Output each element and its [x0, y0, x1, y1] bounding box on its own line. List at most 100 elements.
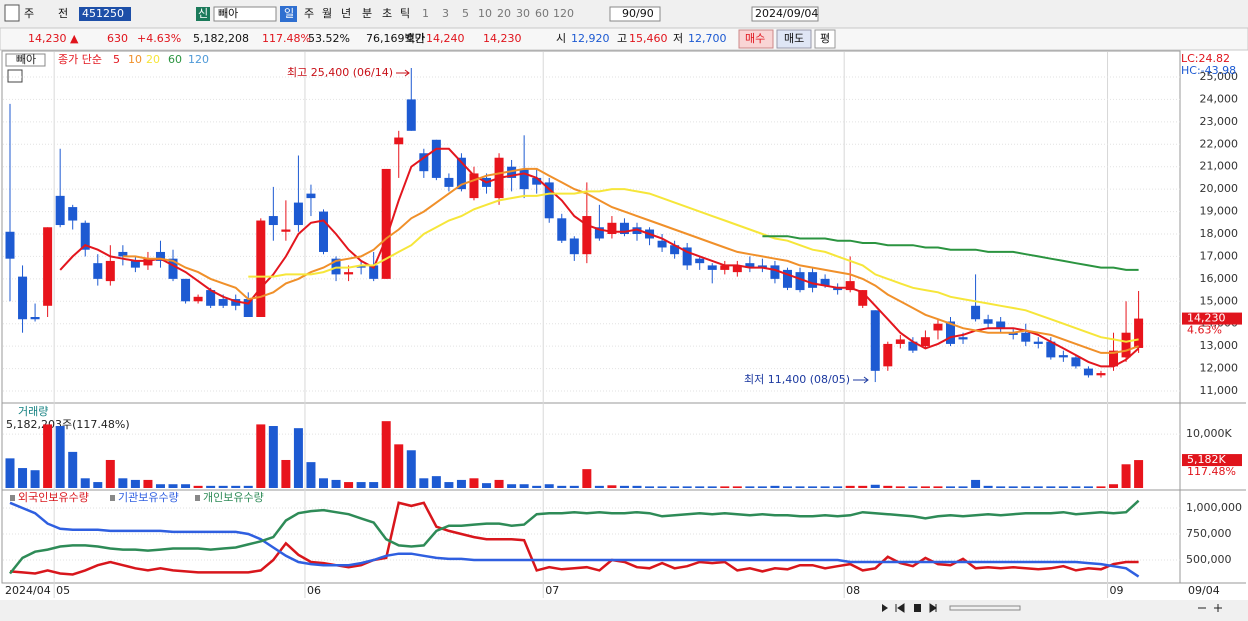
toolbar-item[interactable]: 전 [58, 7, 68, 20]
ma-line [59, 147, 1140, 368]
candle-body [369, 265, 379, 279]
toolbar-item[interactable]: 2024/09/04 [755, 7, 818, 20]
legend-item: 60 [168, 53, 182, 66]
rewind-button[interactable] [895, 603, 905, 613]
volume-bar [319, 478, 328, 488]
button[interactable] [814, 29, 836, 49]
volume-bar [569, 485, 579, 488]
volume-bar [105, 459, 115, 488]
toolbar-item[interactable]: 주 [304, 7, 314, 20]
volume-bar [557, 485, 567, 488]
bottom-controls[interactable] [882, 603, 1222, 613]
buy-button[interactable] [738, 29, 774, 49]
candle-body [833, 287, 843, 291]
info-item: 호가 [405, 32, 425, 45]
volume-bar [181, 484, 191, 488]
toolbar-item[interactable]: 신 [198, 7, 208, 20]
candle-body [946, 321, 955, 344]
candle-body [469, 173, 479, 199]
candle-body [381, 168, 391, 279]
candle-body [757, 265, 767, 268]
candle-body [657, 240, 667, 248]
candle-body [243, 299, 253, 317]
toolbar-item[interactable]: 1 [422, 7, 429, 20]
toolbar-item[interactable]: 일 [284, 6, 294, 20]
toolbar-item[interactable]: 빼아 [218, 7, 238, 20]
candle-body [281, 229, 291, 232]
candle-body [883, 343, 893, 367]
candle-body [68, 207, 78, 221]
volume-bar [118, 478, 128, 488]
toolbar-item[interactable]: 90/90 [622, 7, 654, 20]
candle-body [782, 269, 792, 288]
holding-line [9, 501, 1139, 576]
toolbar-item[interactable]: 월 [322, 7, 332, 20]
scroll-bar[interactable] [949, 605, 1021, 611]
toolbar-item[interactable]: 451250 [82, 7, 124, 20]
volume-bar [971, 479, 981, 488]
info-item: 저 [673, 32, 683, 45]
sell-button[interactable] [776, 29, 812, 49]
candle-body [130, 260, 140, 268]
toolbar-item[interactable]: 3 [442, 7, 449, 20]
arrow [396, 69, 410, 77]
panel-subtitle: 5,182,203주(117.48%) [6, 418, 130, 431]
infobar-bg [0, 27, 1248, 51]
volume-bar [394, 444, 404, 488]
volume-bar [720, 486, 730, 488]
info-item[interactable]: 평 [820, 32, 830, 45]
tab-selected [280, 6, 297, 22]
candle-body [344, 272, 354, 275]
forward-button[interactable] [929, 603, 937, 613]
candle-body [155, 251, 165, 261]
volume-bar [958, 486, 968, 488]
play-button[interactable] [882, 604, 888, 612]
icon[interactable] [4, 4, 20, 22]
volume-bar [1033, 486, 1043, 488]
candle-body [908, 341, 918, 351]
toolbar-item[interactable]: 분 [362, 7, 372, 20]
bottom-toolbar [0, 600, 1248, 621]
volume-bar [55, 426, 65, 488]
candle-body [707, 265, 717, 270]
y-tick-label: 15,000 [1200, 294, 1239, 307]
grid-icon[interactable] [7, 69, 23, 83]
toolbar-item[interactable]: 주 [24, 7, 34, 20]
toolbar-item[interactable]: 30 [516, 7, 530, 20]
stop-button[interactable] [914, 604, 921, 612]
info-item[interactable]: 매수 [745, 32, 765, 45]
toolbar-item[interactable]: 년 [341, 7, 351, 20]
legend-swatch [10, 495, 15, 501]
candle-body [569, 238, 579, 255]
volume-bar [582, 469, 592, 488]
candle-body [193, 296, 203, 302]
y-tick-label: 1,000,000 [1186, 501, 1242, 514]
toolbar-item[interactable]: 틱 [400, 7, 410, 20]
volume-bar [833, 486, 843, 488]
candle-body [168, 258, 178, 279]
toolbar-item[interactable]: 120 [553, 7, 574, 20]
toolbar-item[interactable]: 5 [462, 7, 469, 20]
zoom-buttons[interactable] [1198, 604, 1222, 612]
last-volume-label: 5,182K [1187, 453, 1226, 466]
candle-body [845, 281, 855, 291]
x-tick-label: 06 [307, 584, 321, 597]
toolbar-item[interactable]: 20 [497, 7, 511, 20]
volume-bar [619, 485, 629, 488]
candle-body [619, 222, 629, 234]
candle-body [1046, 341, 1056, 358]
volume-bar [1134, 460, 1144, 488]
plot-frame [1, 50, 1181, 584]
candle-body [256, 220, 266, 317]
change-label: 4.63% [1187, 324, 1222, 337]
volume-bar [858, 485, 868, 488]
toolbar-item[interactable]: 60 [535, 7, 549, 20]
input-box [751, 6, 819, 22]
volume-bar [344, 482, 354, 488]
y-tick-label: 21,000 [1200, 160, 1239, 173]
last-price-label: 14,230 [1187, 312, 1226, 325]
toolbar-item[interactable]: 10 [478, 7, 492, 20]
toolbar-item[interactable]: 초 [382, 7, 392, 20]
info-item: 12,700 [688, 32, 727, 45]
info-item[interactable]: 매도 [784, 32, 804, 45]
